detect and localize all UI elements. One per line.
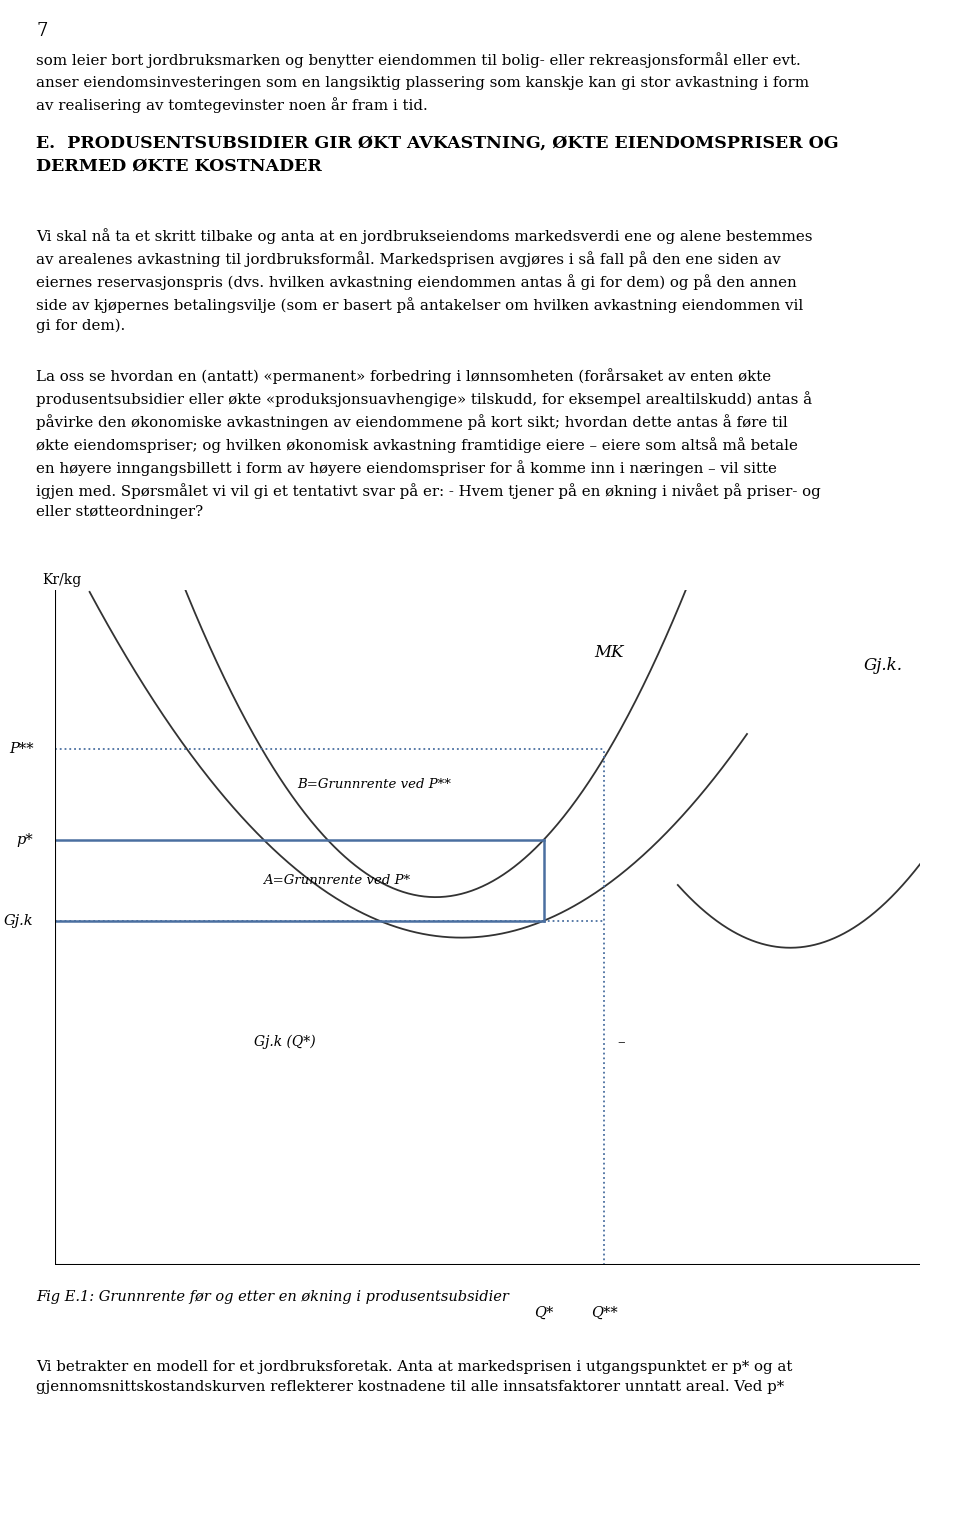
Text: –: – — [617, 1036, 625, 1050]
Text: MK: MK — [594, 644, 623, 661]
Text: Gj.k.: Gj.k. — [864, 658, 902, 674]
Text: p*: p* — [16, 832, 34, 846]
Text: Gj.k: Gj.k — [4, 914, 34, 928]
Text: P**: P** — [9, 741, 34, 755]
Text: Vi betrakter en modell for et jordbruksforetak. Anta at markedsprisen i utgangsp: Vi betrakter en modell for et jordbruksf… — [36, 1360, 793, 1394]
Text: anser eiendomsinvesteringen som en langsiktig plassering som kanskje kan gi stor: anser eiendomsinvesteringen som en langs… — [36, 76, 809, 112]
Text: Gj.k (Q*): Gj.k (Q*) — [254, 1034, 316, 1050]
Text: som leier bort jordbruksmarken og benytter eiendommen til bolig- eller rekreasjo: som leier bort jordbruksmarken og benytt… — [36, 52, 802, 68]
Text: E.  PRODUSENTSUBSIDIER GIR ØKT AVKASTNING, ØKTE EIENDOMSPRISER OG
DERMED ØKTE KO: E. PRODUSENTSUBSIDIER GIR ØKT AVKASTNING… — [36, 135, 839, 175]
Text: A=Grunnrente ved P*: A=Grunnrente ved P* — [263, 873, 410, 887]
Text: B=Grunnrente ved P**: B=Grunnrente ved P** — [298, 778, 451, 790]
Text: Kr/kg: Kr/kg — [42, 573, 82, 586]
Text: Vi skal nå ta et skritt tilbake og anta at en jordbrukseiendoms markedsverdi ene: Vi skal nå ta et skritt tilbake og anta … — [36, 228, 813, 333]
Text: Fig E.1: Grunnrente før og etter en økning i produsentsubsidier: Fig E.1: Grunnrente før og etter en økni… — [36, 1290, 510, 1303]
Text: Q*: Q* — [534, 1305, 553, 1320]
Text: Q**: Q** — [591, 1305, 617, 1320]
Text: 7: 7 — [36, 21, 48, 39]
Text: La oss se hvordan en (antatt) «permanent» forbedring i lønnsomheten (forårsaket : La oss se hvordan en (antatt) «permanent… — [36, 368, 821, 518]
